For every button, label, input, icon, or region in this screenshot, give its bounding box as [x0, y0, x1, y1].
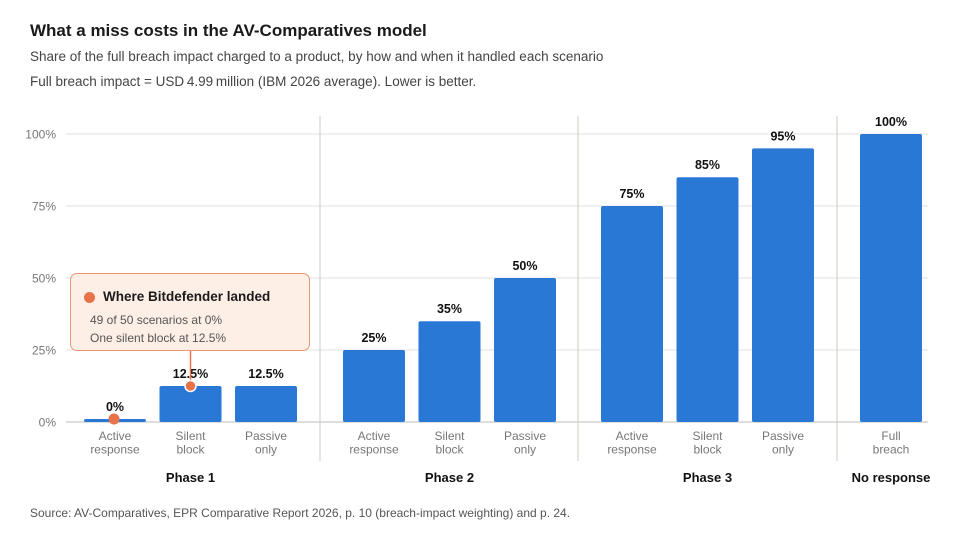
data-label: 75% [619, 187, 644, 201]
bar [860, 134, 922, 422]
bar [235, 386, 297, 422]
group-label: Phase 3 [683, 470, 732, 485]
x-tick-label: Active [616, 429, 649, 443]
data-label: 0% [106, 400, 124, 414]
bitdefender-callout: Where Bitdefender landed 49 of 50 scenar… [70, 273, 310, 351]
callout-title: Where Bitdefender landed [103, 289, 271, 304]
data-label: 95% [770, 129, 795, 143]
x-tick-label: Silent [175, 429, 206, 443]
x-tick-label: only [514, 443, 536, 457]
group-label: No response [852, 470, 931, 485]
bar [676, 177, 739, 422]
x-tick-label: Silent [434, 429, 465, 443]
x-tick-label: Full [881, 429, 900, 443]
highlight-dot-icon [84, 292, 95, 303]
callout-line-1: 49 of 50 scenarios at 0% [90, 313, 223, 327]
x-tick-label: only [255, 443, 277, 457]
data-label: 85% [695, 158, 720, 172]
chart-title: What a miss costs in the AV-Comparatives… [30, 21, 427, 40]
bar [752, 148, 814, 422]
x-tick-label: block [693, 443, 722, 457]
chart-subtitle: Share of the full breach impact charged … [30, 49, 604, 64]
highlight-marker [108, 413, 120, 425]
bar [601, 206, 663, 422]
data-label: 50% [512, 259, 537, 273]
x-tick-label: Passive [245, 429, 287, 443]
x-tick-label: response [90, 443, 140, 457]
x-tick-label: Active [99, 429, 132, 443]
callout-line-2: One silent block at 12.5% [90, 331, 227, 345]
x-tick-label: Silent [692, 429, 723, 443]
data-label: 12.5% [248, 367, 283, 381]
group-label: Phase 2 [425, 470, 474, 485]
y-tick-label: 25% [32, 344, 56, 358]
x-tick-label: Passive [762, 429, 804, 443]
bar [418, 321, 481, 422]
source-note: Source: AV-Comparatives, EPR Comparative… [30, 506, 571, 520]
y-tick-label: 75% [32, 200, 56, 214]
y-tick-label: 0% [39, 416, 57, 430]
x-tick-label: block [176, 443, 205, 457]
bar [159, 386, 222, 422]
x-tick-label: breach [873, 443, 910, 457]
x-tick-label: only [772, 443, 794, 457]
y-tick-label: 50% [32, 272, 56, 286]
bar [494, 278, 556, 422]
x-tick-label: Passive [504, 429, 546, 443]
chart-note: Full breach impact = USD 4.99 million (I… [30, 74, 477, 89]
data-label: 35% [437, 302, 462, 316]
x-tick-label: response [607, 443, 657, 457]
group-label: Phase 1 [166, 470, 215, 485]
data-label: 25% [361, 331, 386, 345]
x-tick-label: Active [358, 429, 391, 443]
x-tick-label: response [349, 443, 399, 457]
callout-marker [184, 379, 197, 393]
data-label: 100% [875, 115, 907, 129]
x-tick-label: block [435, 443, 464, 457]
bar [343, 350, 405, 422]
y-tick-label: 100% [25, 128, 56, 142]
